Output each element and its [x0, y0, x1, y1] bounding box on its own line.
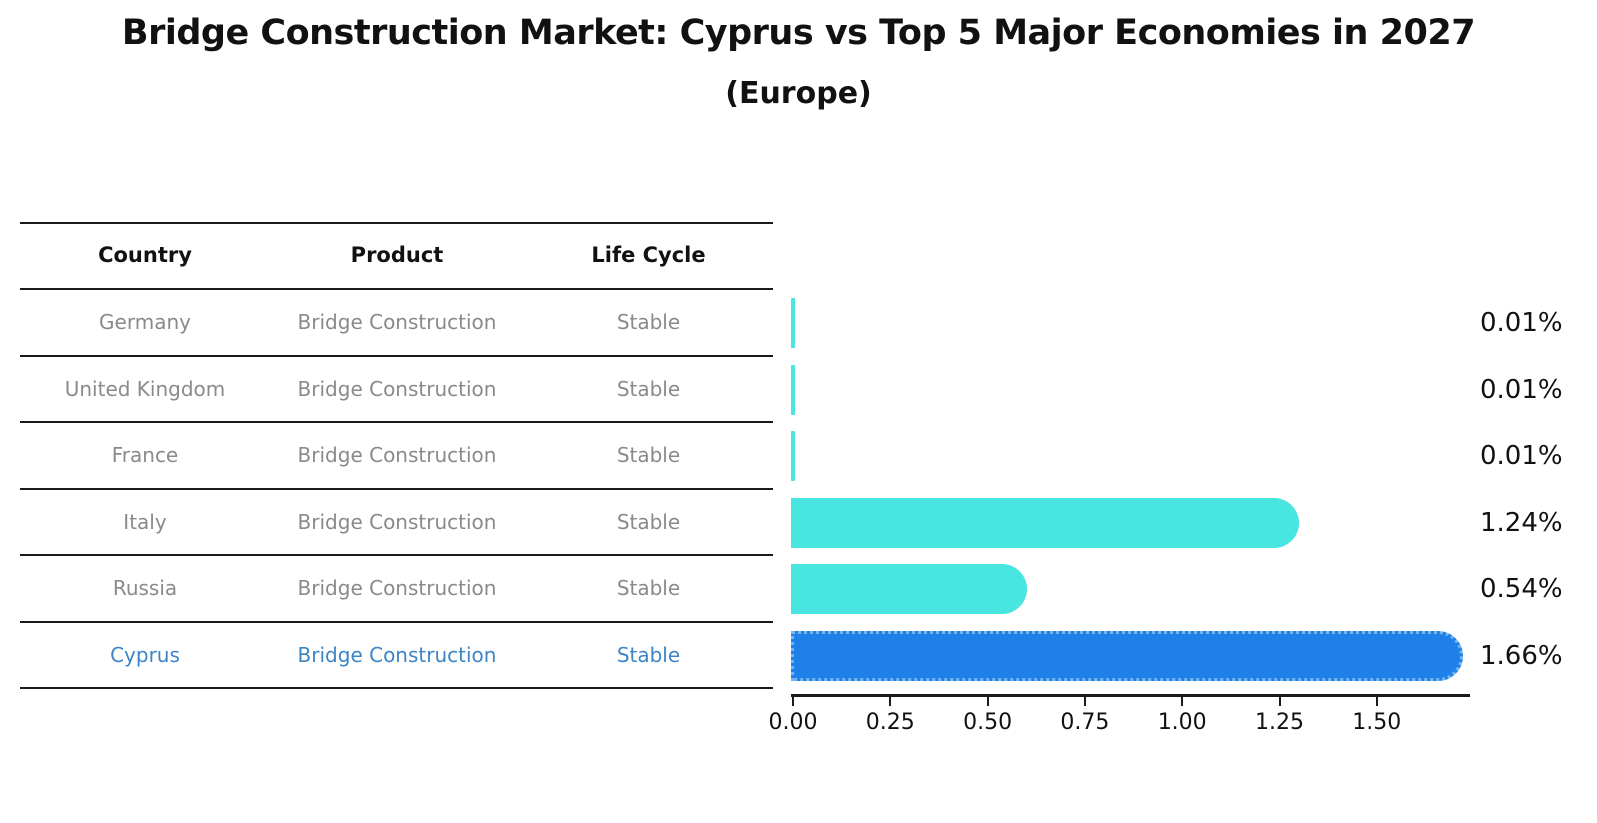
bar-united-kingdom — [791, 364, 795, 415]
table-top-rule — [20, 222, 773, 224]
table-cell-lifecycle: Stable — [616, 443, 681, 468]
value-label: 0.01% — [1480, 308, 1563, 338]
table-cell-country: France — [111, 443, 179, 468]
table-header-rule — [20, 288, 773, 290]
table-row: Italy Bridge Construction Stable — [20, 490, 773, 556]
bar-france — [791, 431, 795, 482]
table-cell-lifecycle: Stable — [616, 642, 681, 667]
table-cell-product: Bridge Construction — [297, 310, 497, 335]
x-tick-label: 0.50 — [963, 710, 1013, 735]
x-tick-mark — [1375, 697, 1378, 706]
column-header-product: Product — [350, 243, 444, 267]
bar-cyprus — [791, 630, 1463, 681]
x-tick-label: 1.00 — [1157, 710, 1207, 735]
x-tick-label: 0.00 — [768, 710, 818, 735]
x-tick-mark — [1181, 697, 1184, 706]
table-row: France Bridge Construction Stable — [20, 423, 773, 490]
value-label: 0.54% — [1480, 574, 1563, 604]
table-cell-country: Cyprus — [110, 642, 180, 667]
bar-germany — [791, 298, 795, 349]
table-cell-lifecycle: Stable — [616, 509, 681, 534]
table-cell-country: Germany — [99, 310, 191, 335]
x-tick-mark — [1278, 697, 1281, 706]
column-header-lifecycle: Life Cycle — [591, 243, 706, 267]
x-tick-label: 1.25 — [1255, 710, 1304, 735]
x-tick-label: 0.75 — [1060, 710, 1110, 735]
table-cell-country: United Kingdom — [64, 376, 226, 401]
table-cell-product: Bridge Construction — [297, 376, 497, 401]
x-tick-mark — [1083, 697, 1086, 706]
table-cell-product: Bridge Construction — [297, 576, 497, 601]
table-cell-lifecycle: Stable — [616, 376, 681, 401]
x-tick-mark — [986, 697, 989, 706]
x-tick-label: 1.50 — [1352, 710, 1402, 735]
x-axis-line — [791, 694, 1470, 697]
value-label: 1.66% — [1480, 640, 1563, 671]
value-label: 1.24% — [1480, 507, 1563, 538]
table-row: Cyprus Bridge Construction Stable — [20, 623, 773, 689]
page-title: Bridge Construction Market: Cyprus vs To… — [121, 13, 1476, 53]
x-tick-mark — [889, 697, 892, 706]
table-cell-lifecycle: Stable — [616, 576, 681, 601]
table-cell-product: Bridge Construction — [297, 509, 497, 534]
table-row: Germany Bridge Construction Stable — [20, 290, 773, 357]
table-row: Russia Bridge Construction Stable — [20, 556, 773, 623]
table-cell-product: Bridge Construction — [297, 642, 497, 667]
table-cell-country: Italy — [123, 509, 167, 534]
value-label: 0.01% — [1480, 374, 1563, 405]
table-cell-lifecycle: Stable — [616, 310, 681, 335]
value-label: 0.01% — [1480, 441, 1563, 471]
table-cell-country: Russia — [112, 576, 178, 601]
bar-russia — [791, 564, 1028, 615]
bar-italy — [791, 497, 1300, 548]
page-subtitle: (Europe) — [725, 76, 872, 111]
table-cell-product: Bridge Construction — [297, 443, 497, 468]
x-tick-label: 0.25 — [865, 710, 915, 735]
table-row: United Kingdom Bridge Construction Stable — [20, 357, 773, 423]
table-header-row: Country Product Life Cycle — [20, 223, 773, 287]
column-header-country: Country — [98, 243, 192, 267]
x-tick-mark — [792, 697, 794, 706]
